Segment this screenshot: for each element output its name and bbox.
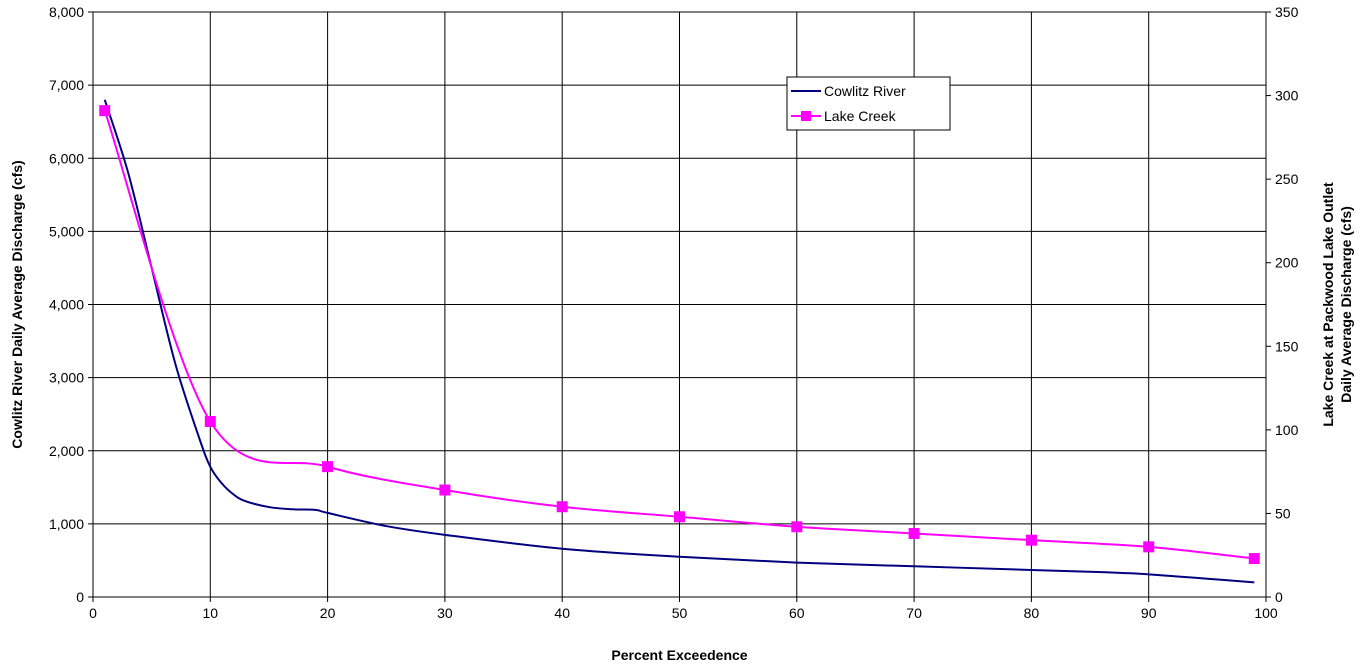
y-right-tick-label: 350 bbox=[1275, 4, 1299, 20]
y-left-tick-label: 8,000 bbox=[49, 4, 84, 20]
y-right-tick-label: 250 bbox=[1275, 171, 1299, 187]
y-right-tick-label: 150 bbox=[1275, 338, 1299, 354]
y-left-tick-label: 2,000 bbox=[49, 443, 84, 459]
x-tick-label: 90 bbox=[1141, 605, 1157, 621]
y-right-tick-label: 0 bbox=[1275, 589, 1283, 605]
y-left-tick-label: 1,000 bbox=[49, 516, 84, 532]
x-tick-label: 70 bbox=[906, 605, 922, 621]
legend-label-cowlitz-river: Cowlitz River bbox=[824, 83, 906, 99]
y-right-tick-label: 50 bbox=[1275, 505, 1291, 521]
legend-label-lake-creek: Lake Creek bbox=[824, 108, 897, 124]
data-point-lake-creek bbox=[908, 527, 920, 539]
series-line-lake-creek bbox=[103, 110, 1255, 560]
series-line-cowlitz-river bbox=[103, 99, 1255, 584]
x-axis-title: Percent Exceedence bbox=[611, 647, 747, 663]
y-left-tick-label: 6,000 bbox=[49, 150, 84, 166]
x-tick-label: 30 bbox=[437, 605, 453, 621]
y-right-tick-label: 300 bbox=[1275, 88, 1299, 104]
y-right-axis-title-line-2: Daily Average Discharge (cfs) bbox=[1338, 206, 1354, 403]
x-tick-label: 0 bbox=[89, 605, 97, 621]
data-point-lake-creek bbox=[556, 501, 568, 513]
x-tick-label: 20 bbox=[320, 605, 336, 621]
data-point-lake-creek bbox=[99, 105, 111, 117]
x-tick-label: 40 bbox=[554, 605, 570, 621]
data-point-lake-creek bbox=[674, 511, 685, 523]
x-tick-label: 50 bbox=[672, 605, 688, 621]
y-left-tick-label: 0 bbox=[76, 589, 84, 605]
data-point-lake-creek bbox=[1025, 534, 1037, 546]
data-point-lake-creek bbox=[204, 416, 216, 427]
x-tick-label: 10 bbox=[203, 605, 219, 621]
y-left-tick-label: 5,000 bbox=[49, 223, 84, 239]
data-point-lake-creek bbox=[439, 484, 451, 496]
y-left-tick-label: 3,000 bbox=[49, 370, 84, 386]
x-tick-label: 60 bbox=[789, 605, 805, 621]
y-right-axis-title-line-1: Lake Creek at Packwood Lake Outlet bbox=[1320, 182, 1336, 427]
y-left-tick-label: 4,000 bbox=[49, 297, 84, 313]
data-point-lake-creek bbox=[322, 461, 334, 473]
data-point-lake-creek bbox=[1143, 541, 1155, 553]
legend: Cowlitz River Lake Creek bbox=[786, 76, 951, 131]
data-point-lake-creek bbox=[1248, 553, 1260, 565]
y-right-tick-label: 200 bbox=[1275, 255, 1299, 271]
series-layer bbox=[99, 99, 1260, 584]
legend-marker-lake-creek bbox=[801, 111, 811, 121]
legend-box bbox=[786, 76, 951, 131]
x-tick-label: 80 bbox=[1024, 605, 1040, 621]
x-tick-label: 100 bbox=[1254, 605, 1278, 621]
y-left-tick-label: 7,000 bbox=[49, 77, 84, 93]
y-left-axis-title: Cowlitz River Daily Average Discharge (c… bbox=[9, 160, 25, 448]
tick-layer: 0 10 20 30 40 50 60 70 80 90 10001,0002,0003,0004,… bbox=[49, 4, 1299, 621]
y-right-tick-label: 100 bbox=[1275, 422, 1299, 438]
data-point-lake-creek bbox=[791, 521, 803, 533]
